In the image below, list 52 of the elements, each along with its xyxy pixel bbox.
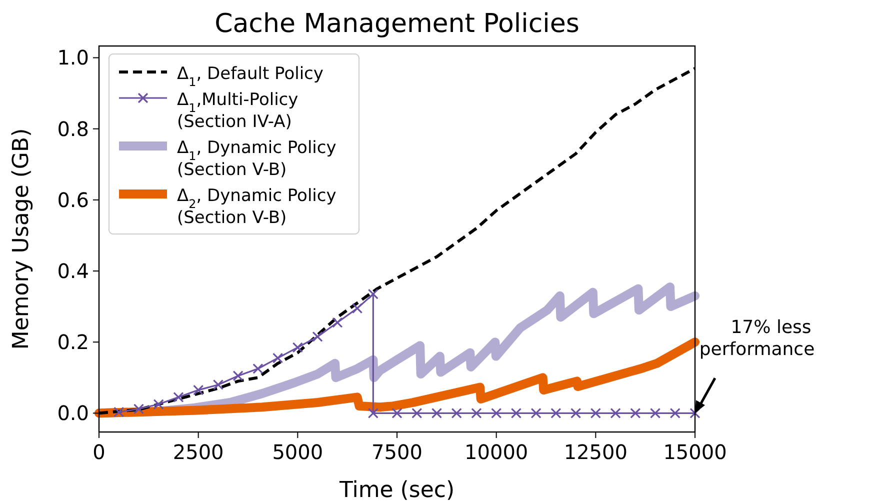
y-tick-label: 0.2 [57,330,89,354]
point [630,408,641,418]
legend-label: Δ$_{1}$, Default Policy [177,64,324,89]
point [491,408,502,418]
legend-label: Δ$_{1}$,Multi-Policy (Section IV-A) [177,90,298,132]
point [252,363,264,374]
point [670,408,680,418]
point [292,342,303,353]
point [570,408,582,418]
x-tick-label: 15000 [663,440,727,464]
point [272,352,284,364]
point [392,408,402,418]
point [212,379,224,390]
point [153,398,164,410]
x-axis-title: Time (sec) [338,478,455,502]
annotation: 17% less performance [699,317,815,360]
legend-label: Δ$_{2}$, Dynamic Policy (Section V-B) [177,186,336,228]
legend-label: Δ$_{1}$, Dynamic Policy (Section V-B) [177,138,336,180]
point [471,408,482,418]
y-tick-label: 0.8 [57,116,89,141]
point [550,408,562,418]
x-tick-label: 10000 [464,440,528,464]
point [173,392,184,402]
point [332,317,343,328]
point [451,408,462,418]
point [133,404,144,414]
point [610,408,621,418]
y-axis-title: Memory Usage (GB) [9,128,34,350]
point [431,408,442,418]
x-tick-label: 12500 [564,440,628,464]
point [368,288,378,300]
y-tick-label: 1.0 [57,46,89,70]
point [352,303,363,314]
point [590,408,601,418]
chart-title: Cache Management Policies [214,9,580,39]
point [412,408,422,418]
point [510,408,522,418]
x-tick-label: 0 [92,440,106,464]
point [530,408,542,418]
point [193,384,204,396]
point [114,406,124,418]
y-tick-label: 0.6 [57,188,89,212]
point [650,408,661,418]
point [368,408,378,418]
x-tick-label: 2500 [172,440,224,464]
point [312,331,323,342]
x-tick-label: 7500 [372,440,422,464]
y-tick-label: 0.4 [57,258,89,283]
y-tick-label: 0.0 [57,401,89,426]
point [232,370,244,382]
point [690,408,700,418]
x-tick-label: 5000 [272,440,324,464]
